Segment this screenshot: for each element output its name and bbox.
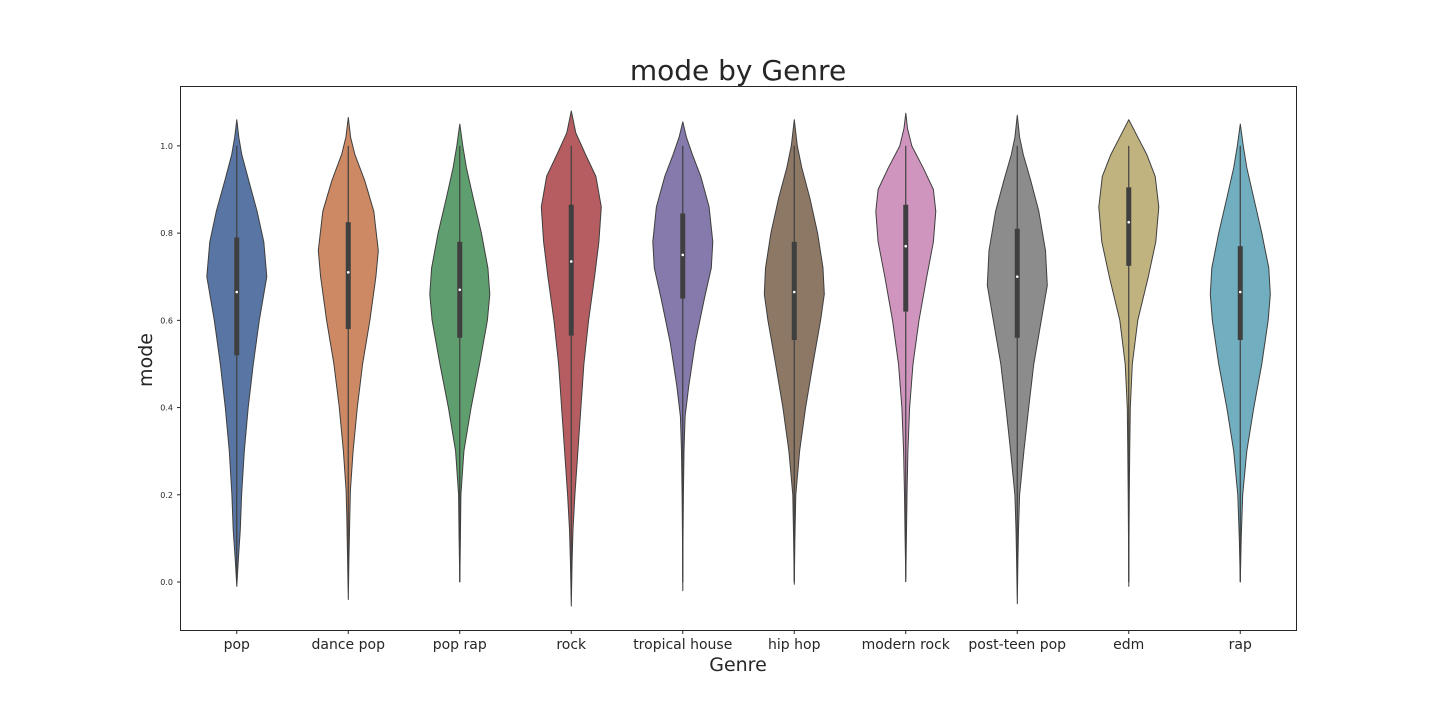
violin-group — [206, 110, 1271, 607]
x-tick-label: edm — [1113, 637, 1144, 653]
iqr-box — [234, 237, 240, 356]
y-tick-label: 1.0 — [160, 142, 173, 151]
y-tick-label: 0.6 — [160, 316, 173, 325]
x-tick-label: pop — [224, 637, 250, 653]
x-tick-label: tropical house — [633, 637, 732, 653]
y-tick-label: 0.4 — [160, 404, 173, 413]
violin-post-teen-pop — [986, 114, 1048, 605]
x-tick-label: pop rap — [433, 637, 487, 653]
y-axis-label: mode — [135, 333, 157, 387]
violin-rap — [1209, 123, 1271, 583]
median-marker — [346, 271, 350, 274]
x-tick-label: hip hop — [768, 637, 821, 653]
median-marker — [792, 290, 796, 294]
median-marker — [904, 244, 908, 248]
median-marker — [1015, 275, 1019, 279]
x-axis: pop dance pop pop rap rock tropical house hip… — [224, 630, 1252, 653]
median-marker — [1127, 220, 1131, 224]
iqr-box — [1014, 228, 1020, 338]
y-axis: 0.0 0.2 0.4 0.6 0.8 1.0 — [160, 142, 181, 587]
iqr-box — [903, 204, 909, 312]
x-tick-label: post-teen pop — [968, 637, 1066, 653]
iqr-box — [1126, 187, 1132, 266]
violin-pop — [206, 119, 268, 587]
plot-frame — [180, 86, 1297, 631]
y-tick-label: 0.0 — [160, 578, 173, 587]
y-tick-label: 0.8 — [160, 229, 173, 238]
violin-hip-hop — [763, 119, 825, 585]
iqr-box — [345, 222, 351, 330]
median-marker — [569, 260, 573, 263]
median-marker — [235, 290, 239, 294]
violin-edm — [1098, 119, 1160, 587]
y-tick-label: 0.2 — [160, 491, 173, 500]
violin-dance-pop — [317, 117, 379, 600]
violin-pop-rap — [429, 123, 491, 583]
violin-modern-rock — [875, 112, 937, 583]
x-tick-label: rock — [556, 637, 587, 653]
median-marker — [458, 288, 462, 292]
iqr-box — [568, 204, 574, 336]
violin-tropical-house — [652, 121, 714, 592]
x-axis-label: Genre — [709, 654, 767, 676]
x-tick-label: rap — [1229, 637, 1252, 653]
violin-rock — [540, 110, 602, 607]
chart-title: mode by Genre — [630, 54, 846, 87]
median-marker — [681, 253, 685, 257]
x-tick-label: modern rock — [862, 637, 951, 653]
x-tick-label: dance pop — [312, 637, 386, 653]
median-marker — [1238, 290, 1242, 294]
